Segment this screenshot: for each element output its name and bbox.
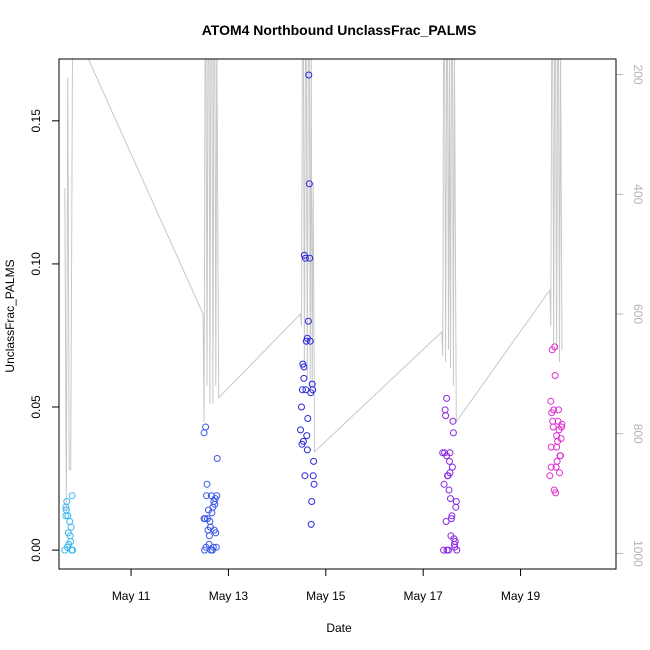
data-point-flight-3-12 [303,432,311,440]
y2-tick-label-3: 800 [631,424,645,444]
x-tick-label-3: May 17 [404,589,444,603]
data-point-flight-5-19 [556,469,563,477]
data-point-flight-5-14 [553,457,561,465]
data-point-flight-2-6 [203,492,210,500]
data-point-flight-5-6 [549,423,557,431]
data-point-flight-5-9 [551,343,559,351]
data-point-flight-4-29 [443,452,451,460]
data-point-flight-4-6 [442,518,450,525]
data-point-flight-3-26 [310,457,318,465]
y-axis-label: UnclassFrac_PALMS [3,259,17,372]
data-point-flight-5-11 [552,489,560,497]
data-point-flight-3-24 [309,386,317,394]
chart-title: ATOM4 Northbound UnclassFrac_PALMS [202,22,477,38]
data-point-flight-5-22 [557,435,565,442]
data-point-flight-3-25 [309,472,317,480]
x-tick-label-2: May 15 [306,589,346,603]
data-point-flight-4-12 [445,486,453,494]
altitude-trace-layer [64,59,563,512]
data-point-flight-5-21 [557,452,564,460]
plot-frame [58,58,617,570]
y2-tick-label-1: 400 [631,184,645,204]
data-point-flight-3-1 [298,403,305,411]
data-point-flight-4-19 [448,463,456,471]
altitude-trace-line [64,59,563,512]
data-point-flight-3-8 [301,472,309,480]
data-point-flight-5-24 [558,420,566,428]
data-point-flight-4-15 [447,495,454,503]
data-point-flight-5-17 [555,406,562,414]
data-point-flight-3-7 [300,251,308,259]
data-point-flight-3-5 [299,437,307,445]
data-point-flight-1-4 [63,498,71,505]
data-point-flight-4-18 [448,512,456,520]
data-point-flight-1-12 [67,523,75,531]
x-tick-label-4: May 19 [501,589,541,603]
data-point-flight-4-25 [451,538,459,545]
data-point-flight-3-9 [301,254,309,262]
data-point-flight-4-1 [440,546,448,554]
data-point-flight-5-23 [558,423,565,431]
x-axis-label: Date [326,621,352,635]
data-point-flight-2-7 [203,480,211,488]
data-point-flight-2-27 [213,492,221,500]
x-tick-label-0: May 11 [112,589,151,603]
data-point-flight-4-11 [445,546,452,554]
data-point-flight-4-27 [452,498,460,505]
y-tick-label-2: 0.10 [29,252,43,276]
data-point-flight-3-0 [297,426,304,434]
data-point-flight-1-11 [67,538,75,545]
data-point-flight-5-10 [551,372,559,379]
data-point-flight-4-13 [446,457,453,465]
data-point-flight-4-21 [449,429,457,437]
data-point-flight-3-16 [305,71,313,79]
data-point-flight-2-12 [205,532,213,540]
data-point-flight-3-22 [308,498,316,505]
data-point-flight-3-14 [304,415,312,422]
data-point-flight-5-2 [547,443,555,451]
data-point-flight-3-27 [310,480,318,488]
data-points-layer [61,71,566,554]
data-point-flight-4-23 [450,540,458,548]
y-tick-label-1: 0.05 [29,395,43,419]
data-point-flight-5-0 [546,472,554,480]
data-point-flight-3-6 [300,374,308,382]
data-point-flight-5-26 [553,443,561,451]
data-point-flight-3-15 [304,317,312,325]
data-point-flight-2-26 [212,543,220,551]
data-point-flight-2-28 [213,455,221,462]
data-point-flight-3-29 [303,446,311,454]
y2-tick-label-2: 600 [631,304,645,324]
data-point-flight-3-18 [306,254,314,262]
y-tick-label-0: 0.00 [29,538,43,562]
data-point-flight-1-14 [68,492,76,500]
data-point-flight-3-28 [300,363,308,371]
data-point-flight-5-25 [547,463,555,471]
data-point-flight-5-7 [550,406,558,414]
data-point-flight-2-20 [209,543,217,551]
data-point-flight-3-17 [305,180,313,188]
y2-tick-label-4: 1000 [631,540,645,567]
data-point-flight-3-3 [298,386,306,394]
x-tick-label-1: May 13 [209,589,249,603]
data-point-flight-3-19 [306,337,314,345]
data-point-flight-4-17 [447,515,455,523]
data-point-flight-4-2 [440,480,448,488]
data-point-flight-3-21 [307,520,315,528]
data-point-flight-3-11 [302,337,310,345]
data-point-flight-4-5 [442,412,450,420]
data-point-flight-4-7 [443,394,451,402]
data-point-flight-4-30 [446,469,454,477]
data-point-flight-5-1 [547,397,555,405]
data-point-flight-2-4 [202,423,210,431]
data-point-flight-2-25 [212,529,220,537]
data-point-flight-4-28 [453,546,461,554]
y2-tick-label-0: 200 [631,65,645,85]
data-point-flight-1-15 [69,546,77,554]
y-tick-label-3: 0.15 [29,109,43,133]
data-point-flight-4-20 [449,417,457,425]
